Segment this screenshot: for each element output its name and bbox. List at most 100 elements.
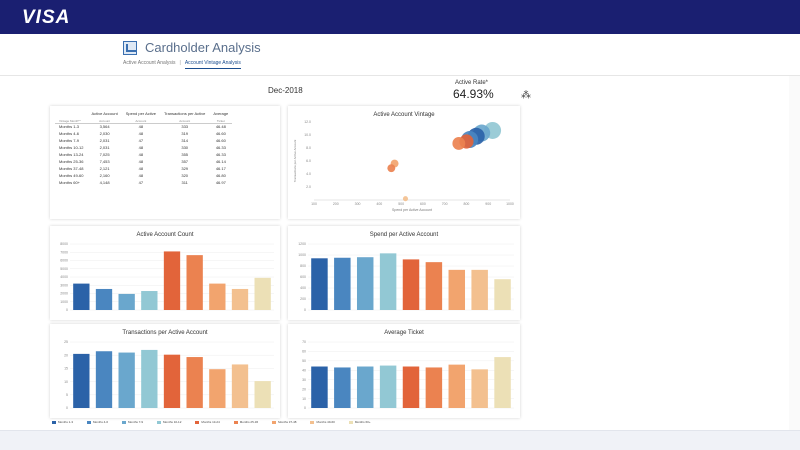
legend-label: Months 7-9 [128, 420, 144, 424]
x-tick-label: 600 [420, 202, 426, 206]
table-subheader: Account [121, 116, 160, 124]
table-cell: 333 [181, 123, 189, 129]
bar [448, 364, 466, 408]
x-tick-label: 700 [442, 202, 448, 206]
legend-item[interactable]: Months 60+ [348, 420, 371, 424]
tab-account-vintage-analysis[interactable]: Account Vintage Analysis [184, 60, 241, 69]
legend-item[interactable]: Months 37-48 [272, 420, 296, 424]
y-tick-label: 8000 [60, 242, 68, 246]
y-tick-label: 60 [302, 350, 306, 354]
chart-title: Active Account Count [136, 232, 194, 238]
bar [118, 352, 135, 408]
y-tick-label: 4.0 [306, 172, 311, 176]
table-subheader: Ticket [209, 116, 233, 124]
top-nav-bar: VISA [0, 0, 800, 34]
bar [448, 269, 466, 310]
table-cell: 330 [181, 144, 189, 150]
legend-item[interactable]: Months 13-24 [195, 420, 220, 424]
bar [118, 293, 135, 310]
bar [73, 353, 90, 408]
x-tick-label: 400 [376, 202, 382, 206]
table-cell: 329 [181, 165, 189, 171]
bar [141, 291, 158, 310]
bar [425, 262, 443, 310]
table-cell: 48 [138, 158, 144, 164]
legend-swatch [348, 420, 353, 424]
visa-logo[interactable]: VISA [22, 7, 71, 28]
table-cell: 47 [138, 179, 144, 185]
table-cell: Months 13-24 [59, 151, 84, 157]
table-cell: 7,025 [99, 151, 110, 157]
legend-item[interactable]: Months 4-6 [87, 420, 108, 424]
bar [379, 365, 397, 408]
table-cell: Months 37-48 [59, 165, 84, 171]
chart-title: Active Account Vintage [373, 112, 435, 118]
bar [402, 366, 420, 408]
table-cell: 311 [181, 179, 188, 185]
transactions-per-active-chart: 0 5 10 15 20 25 [64, 340, 274, 410]
legend-label: Months 4-6 [93, 420, 109, 424]
chart-title: Spend per Active Account [369, 232, 439, 238]
x-tick-label: 200 [333, 202, 339, 206]
kpi-label: Active Rate* [455, 80, 489, 86]
table-cell: 46.17 [215, 165, 226, 171]
table-header: Spend per Active [125, 111, 156, 116]
table-header [55, 109, 87, 116]
chart-title: Transactions per Active Account [122, 330, 208, 336]
table-cell: 46.60 [215, 130, 226, 136]
table-cell: 319 [181, 130, 189, 136]
table-row: Months 10-12 2,031 48 330 46.33 [55, 144, 232, 151]
y-tick-label: 30 [302, 378, 306, 382]
legend-item[interactable]: Months 49-60 [310, 420, 335, 424]
table-cell: Months 10-12 [59, 144, 84, 150]
bar [95, 288, 113, 310]
report-canvas: Dec-2018 Active Rate* 64.93% ⁂ Active Ac… [0, 76, 800, 430]
scatter-point [452, 137, 466, 150]
transactions-per-active-panel: Transactions per Active Account 0 5 10 15 20… [50, 324, 280, 418]
legend-label: Months 1-3 [58, 420, 74, 424]
bar [95, 351, 113, 408]
app-title: Cardholder Analysis [145, 40, 261, 55]
vertical-scrollbar[interactable] [789, 76, 800, 430]
legend-item[interactable]: Months 7-9 [122, 420, 143, 424]
average-ticket-chart: 0 10 20 30 40 50 60 70 [302, 340, 514, 410]
legend-label: Months 25-36 [239, 420, 259, 424]
table-cell: 2,031 [99, 137, 110, 143]
legend-swatch [52, 420, 56, 424]
y-tick-label: 0 [304, 308, 306, 312]
table-cell: 2,160 [99, 172, 110, 178]
table-row: Months 4-6 2,030 48 319 46.60 [55, 130, 232, 137]
y-tick-label: 0 [304, 406, 306, 410]
table-cell: 46.33 [215, 151, 226, 157]
table-cell: Months 4-6 [59, 130, 80, 136]
bar [254, 381, 271, 408]
legend-item[interactable]: Months 10-12 [157, 420, 181, 424]
table-row: Months 7-9 2,031 47 314 46.60 [55, 137, 232, 144]
y-tick-label: 400 [300, 286, 306, 290]
y-axis-label: Transactions per Active Account [293, 140, 297, 183]
x-axis-label: Spend per Active Account [392, 208, 432, 212]
table-row: Months 25-36 7,453 48 357 46.14 [55, 158, 232, 165]
y-tick-label: 2.0 [306, 185, 311, 189]
legend-item[interactable]: Months 25-36 [233, 420, 259, 424]
table-subheader: Account [159, 116, 210, 124]
y-tick-label: 0 [66, 406, 68, 410]
info-icon[interactable]: ⁂ [521, 90, 531, 101]
bar [425, 367, 443, 408]
table-row: Months 60+ 4,148 47 311 46.97 [55, 179, 232, 186]
active-account-count-panel: Active Account Count 0 1000 2000 3000 4000 50… [50, 226, 280, 320]
y-tick-label: 4000 [60, 275, 68, 279]
bar [356, 366, 374, 408]
x-tick-label: 100 [311, 202, 317, 206]
tab-active-account-analysis[interactable]: Active Account Analysis [123, 60, 176, 66]
y-tick-label: 6000 [60, 259, 68, 263]
table-cell: 3,564 [99, 123, 110, 129]
table-cell: 2,121 [99, 165, 110, 171]
scatter-point [402, 196, 409, 202]
y-tick-label: 1000 [298, 253, 306, 257]
legend-label: Months 49-60 [316, 420, 335, 424]
bar [334, 367, 351, 408]
legend-item[interactable]: Months 1-3 [52, 420, 73, 424]
y-tick-label: 7000 [60, 250, 68, 254]
y-tick-label: 25 [64, 340, 68, 344]
